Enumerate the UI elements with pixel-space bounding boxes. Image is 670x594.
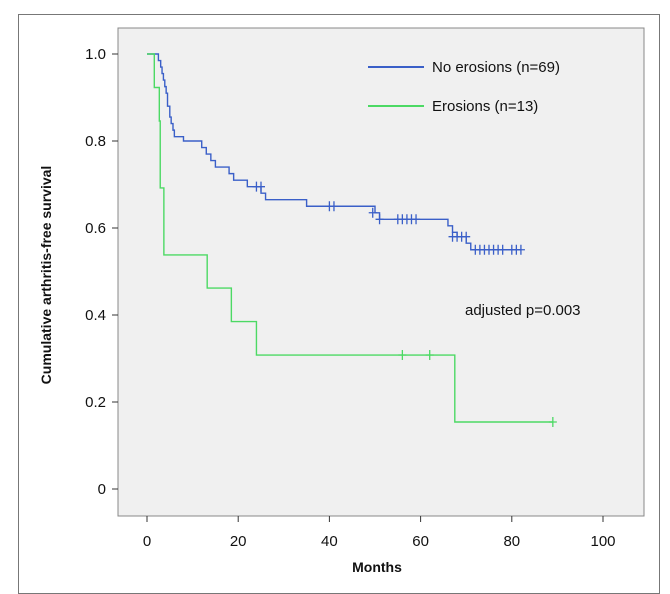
censor-mark [498, 244, 507, 255]
x-tick-label: 0 [143, 533, 151, 550]
y-axis: 0 0.2 0.4 0.6 0.8 1.0 [85, 46, 118, 498]
p-value-annotation: adjusted p=0.003 [465, 302, 581, 319]
censor-mark [425, 350, 434, 361]
x-axis-title: Months [352, 559, 402, 573]
censor-mark [375, 214, 384, 225]
legend-label-no-erosions: No erosions (n=69) [432, 59, 560, 76]
x-tick-label: 80 [503, 533, 520, 550]
x-tick-label: 20 [230, 533, 247, 550]
censor-mark [368, 207, 377, 218]
y-tick-label: 0.6 [85, 220, 106, 237]
x-tick-label: 100 [590, 533, 615, 550]
legend-label-erosions: Erosions (n=13) [432, 98, 538, 115]
series-line-0 [147, 53, 521, 251]
censor-mark [398, 350, 407, 361]
x-tick-label: 40 [321, 533, 338, 550]
y-tick-label: 0.8 [85, 133, 106, 150]
y-tick-label: 1.0 [85, 46, 106, 63]
censor-mark [516, 244, 525, 255]
y-axis-title: Cumulative arthritis-free survival [38, 166, 54, 385]
y-tick-label: 0 [98, 481, 106, 498]
series-line-1 [147, 53, 553, 423]
censor-mark [329, 201, 338, 212]
plot-area [117, 27, 645, 517]
censor-mark [548, 417, 557, 428]
legend: No erosions (n=69) Erosions (n=13) [368, 59, 560, 115]
series-layer [147, 53, 557, 428]
x-axis: 0 20 40 60 80 100 [143, 516, 616, 550]
censor-mark [257, 181, 265, 192]
y-tick-label: 0.4 [85, 307, 106, 324]
x-tick-label: 60 [412, 533, 429, 550]
y-tick-label: 0.2 [85, 394, 106, 411]
censor-mark [412, 214, 421, 225]
censor-mark [462, 231, 471, 242]
survival-chart: 0 20 40 60 80 100 0 0.2 0.4 0.6 0.8 1.0 Cumulative… [38, 27, 645, 573]
